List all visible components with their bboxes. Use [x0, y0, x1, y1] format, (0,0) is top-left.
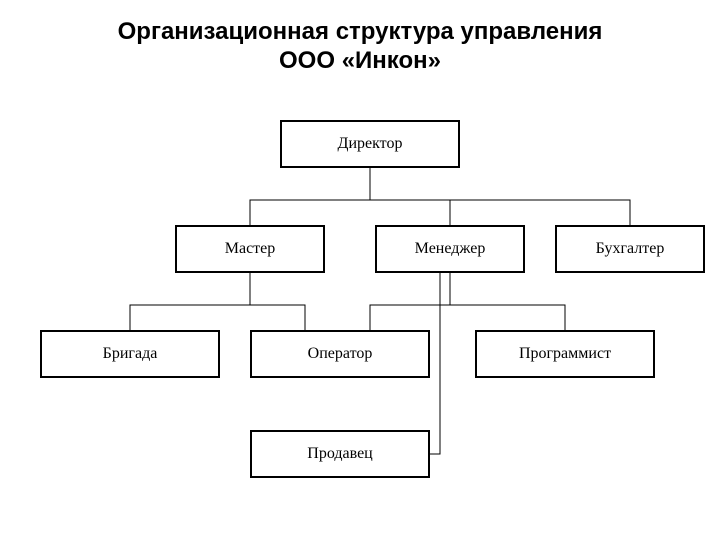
node-director: Директор — [280, 120, 460, 168]
node-brigade: Бригада — [40, 330, 220, 378]
node-label: Мастер — [225, 240, 276, 258]
node-label: Директор — [338, 135, 403, 153]
org-chart-container: Организационная структура управления ООО… — [0, 0, 720, 540]
node-seller: Продавец — [250, 430, 430, 478]
node-master: Мастер — [175, 225, 325, 273]
node-manager: Менеджер — [375, 225, 525, 273]
node-label: Оператор — [308, 345, 373, 363]
title-line-1: Организационная структура управления — [0, 18, 720, 47]
node-programmer: Программист — [475, 330, 655, 378]
node-label: Программист — [519, 345, 611, 363]
page-title: Организационная структура управления ООО… — [0, 18, 720, 76]
node-label: Менеджер — [415, 240, 486, 258]
node-accountant: Бухгалтер — [555, 225, 705, 273]
node-label: Бухгалтер — [596, 240, 665, 258]
node-label: Бригада — [103, 345, 158, 363]
title-line-2: ООО «Инкон» — [0, 47, 720, 76]
node-label: Продавец — [307, 445, 372, 463]
node-operator: Оператор — [250, 330, 430, 378]
